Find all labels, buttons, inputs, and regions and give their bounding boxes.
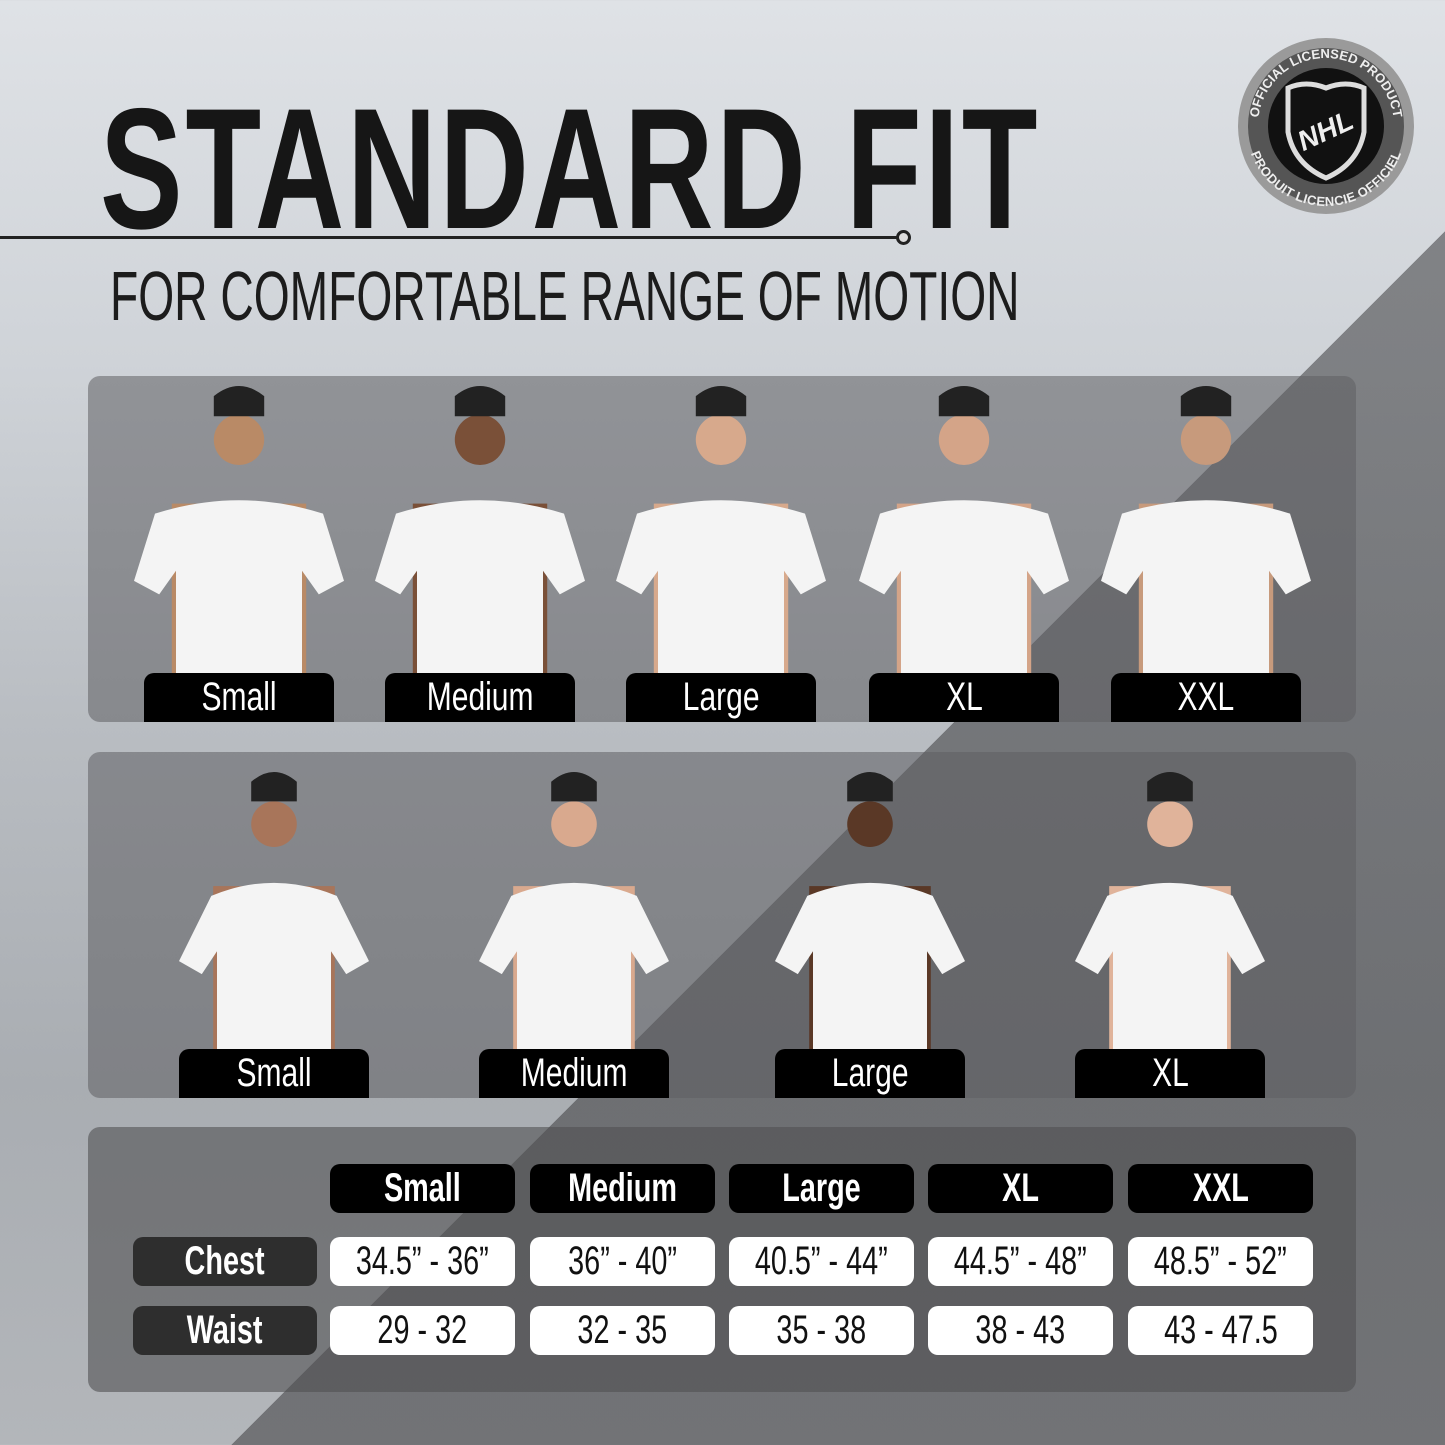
men-size-label: XL [869, 673, 1059, 722]
table-cell: 43 - 47.5 [1128, 1306, 1313, 1355]
women-sizes-panel: Small Medium Large XL [88, 752, 1356, 1098]
model-photo [1101, 386, 1311, 722]
column-header: XL [928, 1164, 1113, 1213]
table-cell: 35 - 38 [729, 1306, 914, 1355]
women-size-label: XL [1075, 1049, 1265, 1098]
row-label: Chest [133, 1237, 317, 1286]
column-header: Medium [530, 1164, 715, 1213]
table-cell: 36” - 40” [530, 1237, 715, 1286]
divider [0, 236, 898, 239]
column-header: Large [729, 1164, 914, 1213]
women-size-label: Medium [479, 1049, 669, 1098]
table-cell: 48.5” - 52” [1128, 1237, 1313, 1286]
table-cell: 29 - 32 [330, 1306, 515, 1355]
men-size-label: XXL [1111, 673, 1301, 722]
page-title: STANDARD FIT [100, 73, 1041, 265]
row-label: Waist [133, 1306, 317, 1355]
women-size-label: Large [775, 1049, 965, 1098]
column-header: Small [330, 1164, 515, 1213]
table-cell: 34.5” - 36” [330, 1237, 515, 1286]
men-size-label: Small [144, 673, 334, 722]
model-photo [134, 386, 344, 722]
women-size-label: Small [179, 1049, 369, 1098]
divider-dot [896, 230, 911, 245]
model-photo [375, 386, 585, 722]
table-cell: 38 - 43 [928, 1306, 1113, 1355]
model-photo [616, 386, 826, 722]
page-subtitle: FOR COMFORTABLE RANGE OF MOTION [110, 257, 1020, 335]
model-photo [859, 386, 1069, 722]
men-sizes-panel: Small Medium Large XL XXL [88, 376, 1356, 722]
column-header: XXL [1128, 1164, 1313, 1213]
table-cell: 40.5” - 44” [729, 1237, 914, 1286]
men-size-label: Large [626, 673, 816, 722]
nhl-licensed-logo: OFFICIAL LICENSED PRODUCT PRODUIT LICENC… [1238, 38, 1414, 214]
table-cell: 32 - 35 [530, 1306, 715, 1355]
men-size-label: Medium [385, 673, 575, 722]
table-cell: 44.5” - 48” [928, 1237, 1113, 1286]
size-table: Small Medium Large XL XXL Chest 34.5” - 36” 36”… [88, 1127, 1356, 1392]
